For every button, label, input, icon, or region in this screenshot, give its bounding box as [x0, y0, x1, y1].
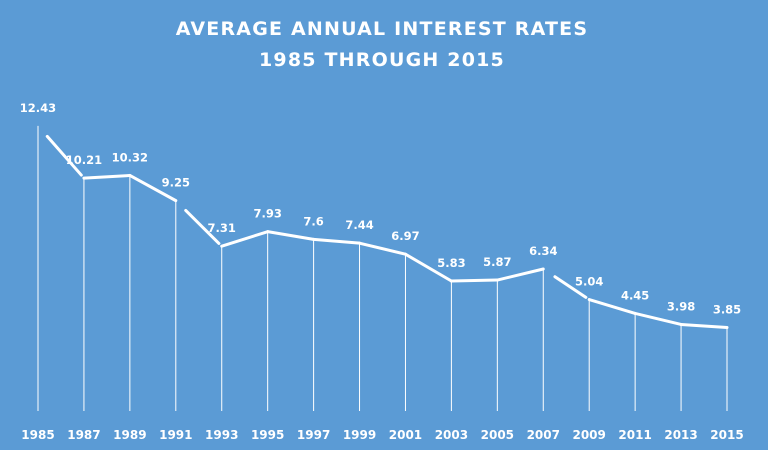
data-label-1985: 12.43 — [20, 101, 56, 115]
x-tick-label-1989: 1989 — [113, 428, 146, 442]
x-tick-label-2011: 2011 — [618, 428, 651, 442]
x-tick-label-1991: 1991 — [159, 428, 192, 442]
series-line — [45, 134, 729, 330]
data-label-1987: 10.21 — [66, 153, 102, 167]
x-tick-label-2007: 2007 — [527, 428, 560, 442]
x-tick-label-1993: 1993 — [205, 428, 238, 442]
x-axis-tick-labels: 1985 1987 1989 1991 1993 1995 1997 1999 2001 2003… — [21, 428, 743, 442]
x-tick-label-2005: 2005 — [481, 428, 514, 442]
data-label-2005: 5.87 — [483, 255, 511, 269]
data-label-2011: 4.45 — [621, 288, 649, 302]
x-tick-label-2013: 2013 — [664, 428, 697, 442]
chart-title-line-1: AVERAGE ANNUAL INTEREST RATES — [176, 18, 588, 40]
data-label-1997: 7.6 — [303, 214, 323, 228]
data-label-1993: 7.31 — [208, 221, 236, 235]
line-segment-1987-1989 — [82, 173, 132, 180]
x-tick-label-1987: 1987 — [67, 428, 100, 442]
x-tick-label-1985: 1985 — [21, 428, 54, 442]
x-tick-label-2001: 2001 — [389, 428, 422, 442]
line-segment-2009-2011 — [587, 298, 637, 315]
line-segment-1995-1997 — [266, 230, 316, 241]
line-segment-1993-1995 — [220, 230, 270, 248]
line-segment-2007-2009 — [553, 275, 588, 299]
data-label-2001: 6.97 — [391, 229, 419, 243]
line-segment-2001-2003 — [403, 252, 453, 283]
data-label-2009: 5.04 — [575, 275, 603, 289]
data-label-1999: 7.44 — [345, 218, 373, 232]
line-segment-2013-2015 — [679, 322, 729, 330]
data-label-1995: 7.93 — [253, 207, 281, 221]
line-segment-2005-2007 — [495, 267, 545, 282]
x-tick-label-2009: 2009 — [572, 428, 605, 442]
line-segment-1985-1987 — [45, 134, 83, 177]
line-segment-2003-2005 — [449, 278, 499, 283]
data-label-1989: 10.32 — [112, 150, 148, 164]
x-tick-label-1995: 1995 — [251, 428, 284, 442]
data-label-2013: 3.98 — [667, 299, 695, 313]
data-label-1991: 9.25 — [162, 176, 190, 190]
x-tick-label-2015: 2015 — [710, 428, 743, 442]
data-label-2007: 6.34 — [529, 244, 557, 258]
chart-title-line-2: 1985 THROUGH 2015 — [259, 49, 505, 71]
line-segment-1997-1999 — [312, 237, 362, 245]
data-label-2003: 5.83 — [437, 256, 465, 270]
data-labels: 12.43 10.21 10.32 9.25 7.31 7.93 7.6 7.44 6.97 5.… — [20, 101, 741, 317]
drop-lines — [37, 125, 728, 411]
line-segment-1999-2001 — [358, 241, 407, 256]
x-tick-label-1997: 1997 — [297, 428, 330, 442]
line-segment-1991-1993 — [184, 208, 221, 245]
x-tick-label-2003: 2003 — [435, 428, 468, 442]
data-label-2015: 3.85 — [713, 303, 741, 317]
x-tick-label-1999: 1999 — [343, 428, 376, 442]
line-segment-2011-2013 — [633, 311, 683, 326]
line-segment-1989-1991 — [128, 173, 178, 203]
